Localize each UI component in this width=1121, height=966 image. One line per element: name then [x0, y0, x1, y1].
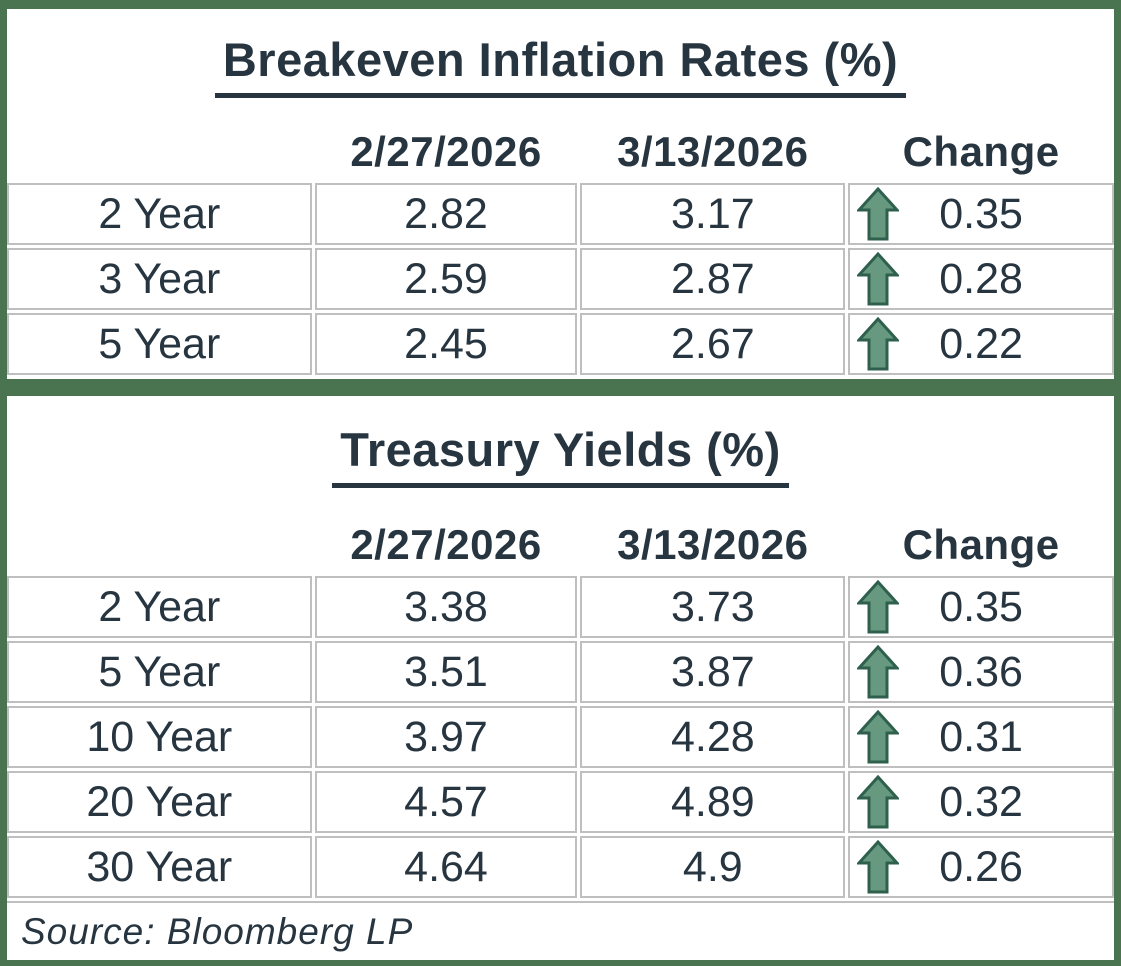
value-cell: 2.59 — [314, 248, 578, 310]
breakeven-header-date2: 3/13/2026 — [617, 128, 809, 175]
value-cell: 4.89 — [580, 771, 846, 833]
value-cell: 3.73 — [580, 576, 846, 638]
change-value: 0.28 — [939, 254, 1023, 303]
treasury-title-block: Treasury Yields (%) — [7, 396, 1114, 514]
change-cell: 0.35 — [848, 576, 1114, 638]
breakeven-table-title: Breakeven Inflation Rates (%) — [214, 32, 907, 98]
treasury-header-change: Change — [902, 521, 1060, 568]
row-label: 10 Year — [7, 706, 312, 768]
breakeven-title-block: Breakeven Inflation Rates (%) — [7, 9, 1114, 121]
change-cell: 0.36 — [848, 641, 1114, 703]
breakeven-header-row: 2/27/2026 3/13/2026 Change — [7, 121, 1114, 183]
value-cell: 2.67 — [580, 313, 846, 375]
change-value: 0.26 — [939, 842, 1023, 891]
value-cell: 4.64 — [314, 836, 578, 898]
value-cell: 2.87 — [580, 248, 846, 310]
up-arrow-icon — [857, 710, 900, 764]
row-label: 20 Year — [7, 771, 312, 833]
value-cell: 4.9 — [580, 836, 846, 898]
row-label: 5 Year — [7, 641, 312, 703]
up-arrow-icon — [857, 252, 900, 306]
value-cell: 4.28 — [580, 706, 846, 768]
value-cell: 3.51 — [314, 641, 578, 703]
breakeven-header-empty — [7, 121, 312, 183]
breakeven-header-change: Change — [902, 128, 1060, 175]
up-arrow-icon — [857, 580, 900, 634]
value-cell: 3.38 — [314, 576, 578, 638]
up-arrow-icon — [857, 840, 900, 894]
treasury-header-row: 2/27/2026 3/13/2026 Change — [7, 514, 1114, 576]
up-arrow-icon — [857, 317, 900, 371]
change-value: 0.32 — [939, 777, 1023, 826]
value-cell: 2.45 — [314, 313, 578, 375]
change-value: 0.35 — [939, 189, 1023, 238]
change-value: 0.35 — [939, 582, 1023, 631]
row-label: 2 Year — [7, 576, 312, 638]
change-cell: 0.35 — [848, 183, 1114, 245]
change-cell: 0.26 — [848, 836, 1114, 898]
change-cell: 0.31 — [848, 706, 1114, 768]
breakeven-header-date1: 2/27/2026 — [350, 128, 542, 175]
up-arrow-icon — [857, 645, 900, 699]
treasury-header-date2: 3/13/2026 — [617, 521, 809, 568]
row-label: 3 Year — [7, 248, 312, 310]
value-cell: 3.97 — [314, 706, 578, 768]
value-cell: 3.17 — [580, 183, 846, 245]
change-value: 0.31 — [939, 712, 1023, 761]
row-label: 30 Year — [7, 836, 312, 898]
value-cell: 3.87 — [580, 641, 846, 703]
change-cell: 0.28 — [848, 248, 1114, 310]
up-arrow-icon — [857, 187, 900, 241]
value-cell: 2.82 — [314, 183, 578, 245]
treasury-header-date1: 2/27/2026 — [350, 521, 542, 568]
change-cell: 0.32 — [848, 771, 1114, 833]
row-label: 2 Year — [7, 183, 312, 245]
section-divider — [7, 379, 1114, 396]
treasury-table: 2 Year 3.38 3.73 0.35 5 Year 3.51 3.87 0… — [7, 576, 1114, 898]
up-arrow-icon — [857, 775, 900, 829]
change-value: 0.36 — [939, 647, 1023, 696]
row-label: 5 Year — [7, 313, 312, 375]
source-note: Source: Bloomberg LP — [7, 901, 1114, 960]
breakeven-table: 2 Year 2.82 3.17 0.35 3 Year 2.59 2.87 0… — [7, 183, 1114, 375]
treasury-table-title: Treasury Yields (%) — [332, 422, 789, 488]
value-cell: 4.57 — [314, 771, 578, 833]
change-cell: 0.22 — [848, 313, 1114, 375]
treasury-header-empty — [7, 514, 312, 576]
change-value: 0.22 — [939, 319, 1023, 368]
